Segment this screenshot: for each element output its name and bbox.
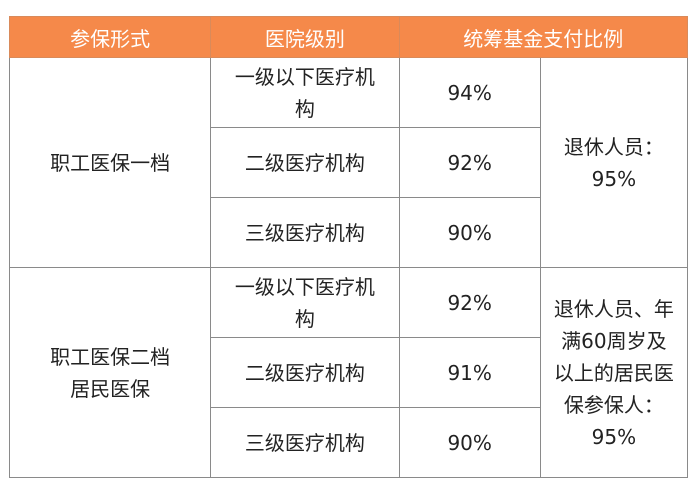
table-row: 二级医疗机构 92% [10, 127, 688, 198]
insurance-type-label: 职工医保二档 [50, 344, 171, 369]
insurance-type-cell: 职工医保二档 居民医保 [8, 267, 212, 478]
ratio-cell: 90% [398, 407, 541, 478]
retiree-note: 退休人员：95% [563, 134, 664, 191]
header-insurance-type: 参保形式 [8, 16, 212, 58]
insurance-ratio-table: 参保形式 医院级别 统筹基金支付比例 职工医保一档 一级以下医疗机构 94% 退… [8, 16, 689, 484]
retiree-note-cell: 退休人员：95% [539, 57, 689, 268]
table-row: 职工医保二档 居民医保 一级以下医疗机构 92% 退休人员、年满60周岁及以上的… [8, 267, 689, 478]
table-row: 二级医疗机构 91% [10, 337, 688, 408]
ratio-cell: 94% [398, 57, 541, 128]
hospital-level-cell: 一级以下医疗机构 [210, 57, 400, 128]
ratio-cell: 92% [398, 127, 541, 198]
insurance-type-label: 职工医保一档 [50, 150, 171, 175]
retiree-note-cell: 退休人员、年满60周岁及以上的居民医保参保人：95% [539, 267, 689, 478]
table-row: 职工医保一档 一级以下医疗机构 94% 退休人员：95% [8, 57, 689, 268]
hospital-level-cell: 三级医疗机构 [210, 197, 400, 268]
insurance-type-label: 居民医保 [70, 376, 151, 401]
table-row: 三级医疗机构 90% [10, 407, 688, 478]
hospital-level-label: 一级以下医疗机构 [234, 64, 375, 121]
ratio-cell: 91% [398, 337, 541, 408]
header-payment-ratio: 统筹基金支付比例 [398, 16, 689, 58]
insurance-type-cell: 职工医保一档 [8, 57, 212, 268]
ratio-table: 参保形式 医院级别 统筹基金支付比例 职工医保一档 一级以下医疗机构 94% 退… [8, 16, 689, 478]
header-row: 参保形式 医院级别 统筹基金支付比例 [8, 16, 689, 58]
hospital-level-cell: 二级医疗机构 [210, 337, 400, 408]
hospital-level-label: 一级以下医疗机构 [234, 274, 375, 331]
header-hospital-level: 医院级别 [210, 16, 400, 58]
hospital-level-cell: 三级医疗机构 [210, 407, 400, 478]
ratio-cell: 92% [398, 267, 541, 338]
hospital-level-cell: 二级医疗机构 [210, 127, 400, 198]
hospital-level-cell: 一级以下医疗机构 [210, 267, 400, 338]
retiree-note: 退休人员、年满60周岁及以上的居民医保参保人：95% [553, 296, 674, 449]
ratio-cell: 90% [398, 197, 541, 268]
